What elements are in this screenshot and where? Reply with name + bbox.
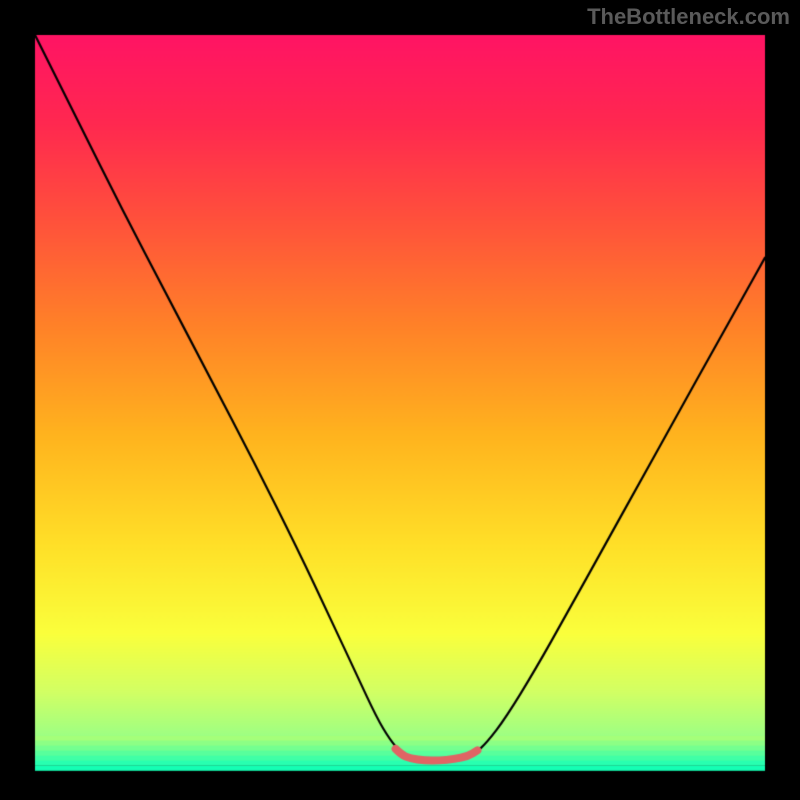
chart-stage: TheBottleneck.com	[0, 0, 800, 800]
bottleneck-curve-plot	[0, 0, 800, 800]
watermark-label: TheBottleneck.com	[587, 4, 790, 30]
